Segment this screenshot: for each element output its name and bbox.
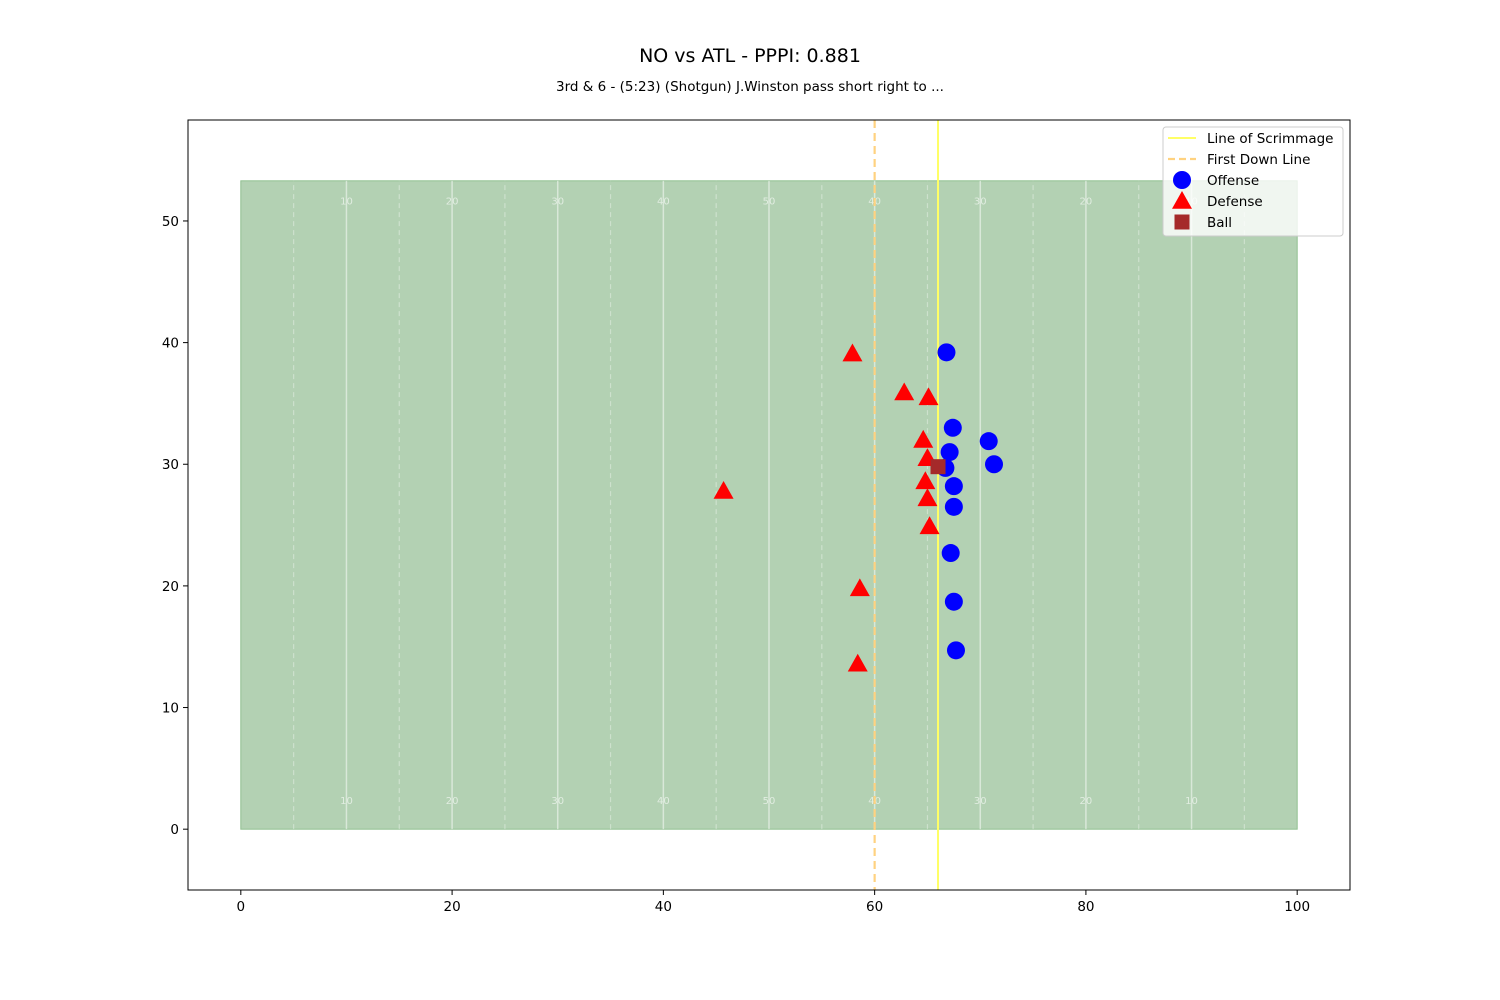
offense-marker (944, 477, 963, 496)
legend-handle-triangle (1172, 191, 1192, 209)
legend: Line of Scrimmage First Down Line Offense D… (1162, 126, 1344, 237)
offense-marker (943, 418, 962, 437)
chart-subtitle: 3rd & 6 - (5:23) (Shotgun) J.Winston pas… (556, 79, 944, 95)
x-tick-label: 100 (1284, 899, 1310, 915)
yard-number: 50 (763, 796, 776, 807)
defense-marker (713, 481, 734, 499)
axes-frame (187, 119, 1351, 891)
yard-number: 40 (657, 796, 670, 807)
x-tick-label: 60 (866, 899, 883, 915)
y-tick-label: 50 (162, 214, 179, 230)
y-tick-label: 40 (162, 336, 179, 352)
yard-number: 30 (551, 796, 564, 807)
legend-label: Defense (1207, 194, 1263, 210)
yard-number: 10 (1185, 796, 1198, 807)
offense-marker (937, 343, 956, 362)
offense-marker (944, 497, 963, 516)
chart-title: NO vs ATL - PPPI: 0.881 (639, 45, 861, 67)
y-tick-label: 20 (162, 579, 179, 595)
y-tick-label: 30 (162, 457, 179, 473)
legend-label: Line of Scrimmage (1207, 131, 1333, 147)
defense-marker (842, 343, 863, 362)
yard-number: 20 (446, 796, 459, 807)
x-tick-label: 40 (655, 899, 672, 915)
x-tick-label: 20 (443, 899, 460, 915)
series-ball (930, 459, 946, 475)
defense-marker (918, 387, 939, 406)
offense-marker (941, 544, 960, 563)
offense-marker (944, 592, 963, 611)
yard-number: 20 (1080, 796, 1093, 807)
legend-handle-square (1174, 214, 1190, 230)
x-tick-label: 0 (237, 899, 246, 915)
defense-marker (847, 653, 868, 672)
legend-box (1162, 126, 1344, 237)
yard-number: 30 (974, 197, 987, 208)
offense-marker (985, 455, 1004, 474)
defense-marker (913, 429, 934, 448)
legend-handle-circle (1173, 171, 1191, 189)
yard-number: 20 (1080, 197, 1093, 208)
y-tick-label: 0 (170, 822, 179, 838)
yard-number: 30 (974, 796, 987, 807)
yard-number: 50 (763, 197, 776, 208)
x-tick-label: 80 (1077, 899, 1094, 915)
yard-number: 20 (446, 197, 459, 208)
plot-layer: 101020203030404050504040303020201010 (240, 120, 1298, 890)
y-tick-label: 10 (162, 701, 179, 717)
yard-number: 30 (551, 197, 564, 208)
defense-marker (849, 578, 870, 597)
legend-label: First Down Line (1207, 152, 1310, 168)
legend-label: Ball (1207, 215, 1232, 231)
defense-marker (917, 488, 938, 507)
offense-marker (946, 641, 965, 660)
yard-number: 10 (340, 796, 353, 807)
series-defense (713, 343, 940, 672)
defense-marker (915, 471, 936, 490)
legend-label: Offense (1207, 173, 1259, 189)
defense-marker (894, 382, 915, 401)
ball-marker (930, 459, 946, 475)
offense-marker (940, 443, 959, 462)
defense-marker (919, 516, 940, 535)
yard-number: 10 (340, 197, 353, 208)
offense-marker (979, 432, 998, 451)
yard-number: 40 (657, 197, 670, 208)
